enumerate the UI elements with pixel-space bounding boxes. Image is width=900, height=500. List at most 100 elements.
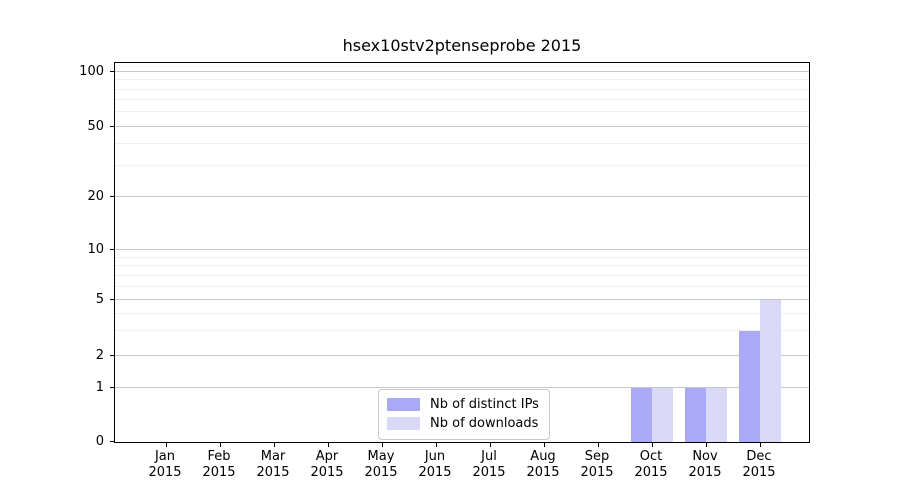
x-tick-year: 2015	[742, 465, 776, 480]
gridline-minor	[115, 330, 809, 332]
x-tick-month: Apr	[315, 449, 339, 464]
bar-distinct-ips	[631, 388, 652, 442]
y-tick-label: 100	[79, 63, 104, 79]
x-tick-mark	[543, 443, 545, 447]
x-tick-month: Jan	[154, 449, 176, 464]
legend: Nb of distinct IPs Nb of downloads	[378, 389, 550, 440]
x-tick-year: 2015	[256, 465, 290, 480]
y-tick-mark	[110, 249, 114, 250]
x-tick-month: Dec	[746, 449, 772, 464]
x-tick-year: 2015	[472, 465, 506, 480]
x-tick-label: Jun 2015	[408, 449, 462, 481]
gridline-minor	[115, 165, 809, 167]
gridline-minor	[115, 274, 809, 276]
y-tick-label: 2	[95, 348, 104, 364]
x-axis-labels: Jan 2015 Feb 2015 Mar 2015 Apr 2015 May 2015 Jun 20…	[114, 449, 810, 489]
x-tick-label: Nov 2015	[678, 449, 732, 481]
gridline-minor	[115, 88, 809, 90]
x-tick-month: May	[367, 449, 395, 464]
x-tick-mark	[273, 443, 275, 447]
legend-label: Nb of distinct IPs	[430, 397, 539, 412]
y-tick-mark	[110, 355, 114, 357]
y-tick-label: 5	[95, 291, 104, 307]
gridline-major	[115, 298, 809, 300]
gridline-minor	[115, 111, 809, 113]
x-tick-label: Apr 2015	[300, 449, 354, 481]
x-tick-month: Feb	[207, 449, 231, 464]
x-tick-label: Sep 2015	[570, 449, 624, 481]
y-tick-mark	[110, 70, 114, 72]
x-tick-month: Aug	[530, 449, 556, 464]
bar-downloads	[706, 388, 727, 442]
x-tick-year: 2015	[418, 465, 452, 480]
legend-item: Nb of distinct IPs	[387, 395, 539, 414]
bar-distinct-ips	[685, 388, 706, 442]
gridline-minor	[115, 285, 809, 287]
y-axis-labels: 0 1 2 5 10 20 50 100	[0, 63, 104, 449]
y-tick-mark	[110, 441, 114, 442]
x-tick-mark	[219, 443, 221, 447]
x-tick-mark	[597, 443, 599, 447]
x-tick-year: 2015	[526, 465, 560, 480]
legend-swatch-downloads	[387, 417, 420, 430]
gridline-minor	[115, 99, 809, 101]
gridline-minor	[115, 312, 809, 314]
y-tick-label: 10	[87, 241, 104, 257]
x-tick-label: Jan 2015	[138, 449, 192, 481]
x-tick-year: 2015	[688, 465, 722, 480]
gridline-minor	[115, 265, 809, 267]
x-tick-month: Mar	[260, 449, 286, 464]
gridline-major	[115, 355, 809, 357]
bar-downloads	[652, 388, 673, 442]
y-tick-label: 20	[87, 189, 104, 205]
x-tick-mark	[489, 443, 491, 447]
x-tick-month: Nov	[692, 449, 718, 464]
bar-downloads	[760, 299, 781, 442]
plot-area	[110, 62, 810, 447]
x-tick-label: Feb 2015	[192, 449, 246, 481]
x-tick-month: Jun	[424, 449, 446, 464]
x-tick-month: Sep	[584, 449, 610, 464]
x-tick-label: Aug 2015	[516, 449, 570, 481]
bar-distinct-ips	[739, 331, 760, 442]
x-tick-label: Mar 2015	[246, 449, 300, 481]
x-tick-year: 2015	[580, 465, 614, 480]
x-tick-mark	[165, 443, 167, 447]
x-tick-month: Jul	[481, 449, 497, 464]
x-tick-label: May 2015	[354, 449, 408, 481]
x-tick-mark	[651, 443, 653, 447]
x-tick-mark	[435, 443, 437, 447]
y-tick-label: 1	[95, 380, 104, 396]
gridline-minor	[115, 256, 809, 258]
y-tick-label: 50	[87, 118, 104, 134]
y-tick-mark	[110, 387, 114, 389]
y-tick-label: 0	[95, 434, 104, 449]
gridline-major	[115, 249, 809, 250]
chart-title: hsex10stv2ptenseprobe 2015	[342, 36, 582, 55]
gridline-major	[115, 70, 809, 72]
y-tick-mark	[110, 298, 114, 300]
gridline-major	[115, 196, 809, 198]
x-tick-mark	[705, 443, 707, 447]
x-tick-year: 2015	[364, 465, 398, 480]
gridline-minor	[115, 142, 809, 144]
y-tick-mark	[110, 196, 114, 198]
x-tick-label: Dec 2015	[732, 449, 786, 481]
legend-swatch-distinct-ips	[387, 398, 420, 411]
x-tick-mark	[381, 443, 383, 447]
x-tick-month: Oct	[639, 449, 663, 464]
legend-item: Nb of downloads	[387, 414, 539, 433]
x-tick-year: 2015	[202, 465, 236, 480]
x-tick-year: 2015	[148, 465, 182, 480]
gridline-major	[115, 125, 809, 127]
legend-label: Nb of downloads	[430, 416, 539, 431]
gridline-major	[115, 387, 809, 389]
x-tick-label: Jul 2015	[462, 449, 516, 481]
y-tick-mark	[110, 125, 114, 127]
x-tick-year: 2015	[310, 465, 344, 480]
x-tick-mark	[759, 443, 761, 447]
x-tick-year: 2015	[634, 465, 668, 480]
x-tick-label: Oct 2015	[624, 449, 678, 481]
gridline-minor	[115, 79, 809, 81]
